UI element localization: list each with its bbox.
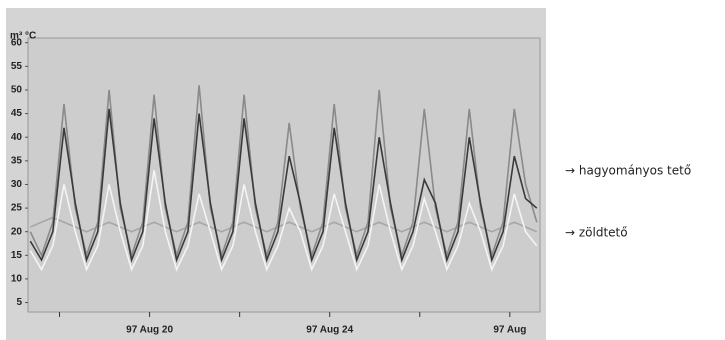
y-tick-label: 5 [16,297,22,308]
x-tick-label: 97 Aug [493,325,526,336]
x-tick-label: 97 Aug 20 [126,325,173,336]
y-tick-label: 25 [11,203,23,214]
annotation: → zöldtető [565,226,628,240]
series-line [29,108,538,263]
x-tick-label: 97 Aug 24 [306,325,353,336]
y-axis-label: m³ °C [10,31,36,42]
y-tick-label: 45 [11,108,23,119]
y-tick-label: 40 [11,132,23,143]
series-line [29,85,538,259]
y-tick-label: 35 [11,155,23,166]
series-line [29,170,538,272]
y-tick-label: 15 [11,250,23,261]
y-tick-label: 60 [11,37,23,48]
annotation: → hagyományos tető [565,164,691,178]
y-tick-label: 50 [11,85,23,96]
y-tick-label: 10 [11,274,23,285]
y-tick-label: 30 [11,179,23,190]
y-tick-label: 55 [11,61,23,72]
y-tick-label: 20 [11,226,23,237]
